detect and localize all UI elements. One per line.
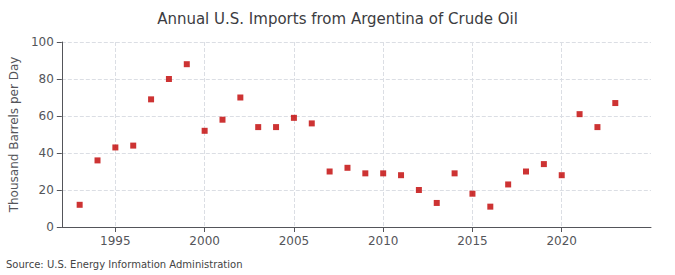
svg-text:20: 20 [39, 183, 54, 197]
svg-text:2005: 2005 [279, 234, 310, 248]
svg-text:2020: 2020 [546, 234, 577, 248]
svg-text:2000: 2000 [189, 234, 220, 248]
svg-text:40: 40 [39, 146, 54, 160]
svg-text:Source: U.S. Energy Informatio: Source: U.S. Energy Information Administ… [6, 259, 243, 270]
svg-text:0: 0 [46, 220, 54, 234]
svg-text:100: 100 [31, 35, 54, 49]
svg-text:2015: 2015 [457, 234, 488, 248]
svg-text:60: 60 [39, 109, 54, 123]
svg-text:Thousand Barrels per Day: Thousand Barrels per Day [7, 57, 21, 214]
svg-text:1995: 1995 [100, 234, 131, 248]
svg-text:80: 80 [39, 72, 54, 86]
svg-text:Annual U.S. Imports from Argen: Annual U.S. Imports from Argentina of Cr… [157, 10, 518, 28]
svg-text:2010: 2010 [368, 234, 399, 248]
